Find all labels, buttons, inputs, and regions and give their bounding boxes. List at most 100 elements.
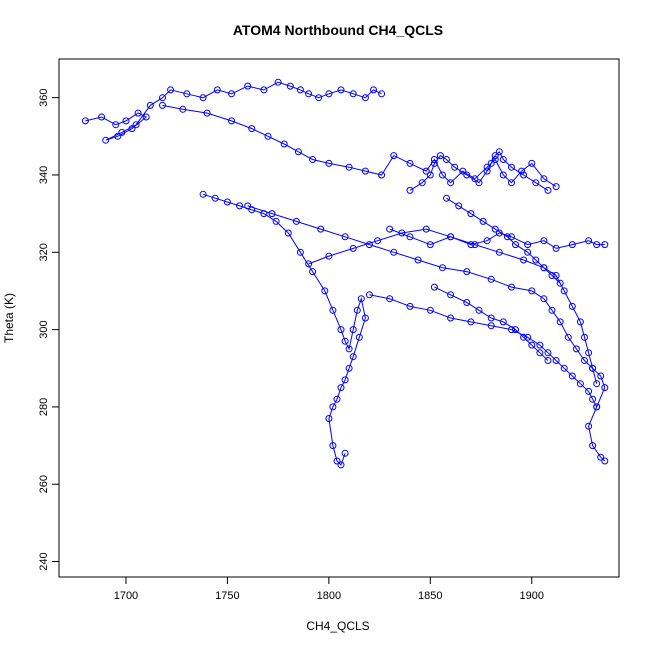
series-line-2 bbox=[202, 193, 366, 466]
data-point bbox=[552, 357, 560, 364]
data-point bbox=[443, 194, 450, 202]
data-point bbox=[544, 349, 552, 357]
data-point bbox=[564, 333, 572, 341]
data-point bbox=[479, 217, 487, 225]
data-point bbox=[236, 202, 244, 210]
series-line-7 bbox=[389, 228, 605, 249]
data-point bbox=[463, 268, 471, 276]
data-point bbox=[341, 449, 349, 457]
data-point bbox=[589, 442, 597, 450]
data-point bbox=[329, 442, 337, 450]
data-point bbox=[349, 244, 357, 252]
chart-title: ATOM4 Northbound CH4_QCLS bbox=[233, 22, 443, 38]
data-point bbox=[548, 272, 556, 279]
data-point bbox=[223, 198, 231, 206]
y-axis: 240 260 280 300 320 340 360 bbox=[38, 88, 59, 571]
data-point bbox=[475, 306, 483, 314]
series-line-0 bbox=[85, 81, 382, 141]
data-point bbox=[540, 237, 548, 245]
data-point bbox=[132, 121, 140, 129]
data-point bbox=[260, 86, 268, 94]
data-point bbox=[447, 291, 455, 299]
data-point bbox=[296, 248, 304, 256]
data-point bbox=[426, 306, 434, 314]
data-point bbox=[325, 90, 333, 98]
data-point bbox=[309, 156, 317, 163]
data-point bbox=[355, 333, 363, 341]
data-point bbox=[499, 171, 507, 179]
data-point bbox=[325, 415, 333, 422]
data-point bbox=[524, 333, 532, 341]
data-point bbox=[430, 159, 438, 167]
data-point bbox=[406, 302, 414, 310]
data-point bbox=[159, 94, 166, 102]
data-point bbox=[512, 326, 519, 334]
series-line-5 bbox=[369, 294, 598, 408]
data-point bbox=[134, 109, 142, 117]
data-point bbox=[228, 90, 235, 98]
data-point bbox=[128, 125, 136, 133]
data-point bbox=[508, 179, 515, 187]
data-point bbox=[286, 82, 294, 90]
plot-frame bbox=[58, 58, 620, 578]
data-point bbox=[593, 403, 601, 411]
data-point bbox=[386, 225, 394, 233]
series-line-1 bbox=[162, 104, 557, 188]
data-point bbox=[213, 86, 221, 94]
data-point bbox=[264, 132, 272, 140]
y-tick-label: 360 bbox=[38, 88, 50, 106]
data-point bbox=[552, 272, 560, 279]
data-point bbox=[447, 233, 455, 241]
series-line-4 bbox=[308, 228, 598, 384]
data-point bbox=[436, 152, 444, 160]
data-point bbox=[520, 171, 528, 179]
data-point bbox=[203, 109, 211, 117]
data-point bbox=[524, 241, 532, 249]
data-point bbox=[426, 241, 434, 249]
data-point bbox=[585, 387, 593, 395]
data-point bbox=[361, 314, 369, 322]
data-point bbox=[601, 241, 609, 249]
data-point bbox=[374, 237, 382, 245]
data-point bbox=[585, 237, 593, 245]
data-point bbox=[532, 256, 540, 264]
data-point bbox=[142, 113, 150, 121]
x-tick-label: 1850 bbox=[418, 590, 442, 602]
data-point bbox=[528, 287, 536, 295]
data-point bbox=[159, 101, 166, 109]
data-point bbox=[540, 175, 548, 183]
data-point bbox=[455, 202, 463, 210]
data-point bbox=[536, 349, 544, 357]
data-point bbox=[585, 349, 593, 357]
data-point bbox=[329, 306, 337, 314]
data-point bbox=[487, 314, 495, 322]
data-point bbox=[548, 306, 556, 314]
data-point bbox=[406, 233, 414, 241]
data-point bbox=[183, 90, 191, 98]
data-point bbox=[337, 461, 345, 469]
y-tick-label: 260 bbox=[38, 475, 50, 493]
data-point bbox=[228, 117, 235, 125]
data-point bbox=[439, 264, 446, 272]
series-line-8 bbox=[434, 286, 549, 361]
data-point bbox=[581, 333, 588, 341]
data-point bbox=[146, 101, 154, 109]
data-point bbox=[274, 78, 282, 86]
x-axis: 1700 1750 1800 1850 1900 bbox=[114, 577, 544, 602]
data-point bbox=[294, 148, 302, 156]
data-point bbox=[463, 299, 471, 306]
data-point bbox=[528, 159, 536, 167]
x-tick-label: 1700 bbox=[114, 590, 138, 602]
data-point bbox=[386, 295, 394, 303]
y-tick-label: 300 bbox=[38, 320, 50, 338]
data-point bbox=[508, 163, 515, 171]
data-point bbox=[272, 217, 280, 225]
data-point bbox=[378, 171, 386, 179]
data-point bbox=[443, 156, 450, 163]
data-point bbox=[430, 283, 438, 291]
data-point bbox=[467, 318, 475, 326]
data-point bbox=[589, 364, 597, 372]
data-point bbox=[552, 183, 560, 191]
data-point bbox=[337, 326, 345, 334]
data-point bbox=[309, 268, 317, 276]
